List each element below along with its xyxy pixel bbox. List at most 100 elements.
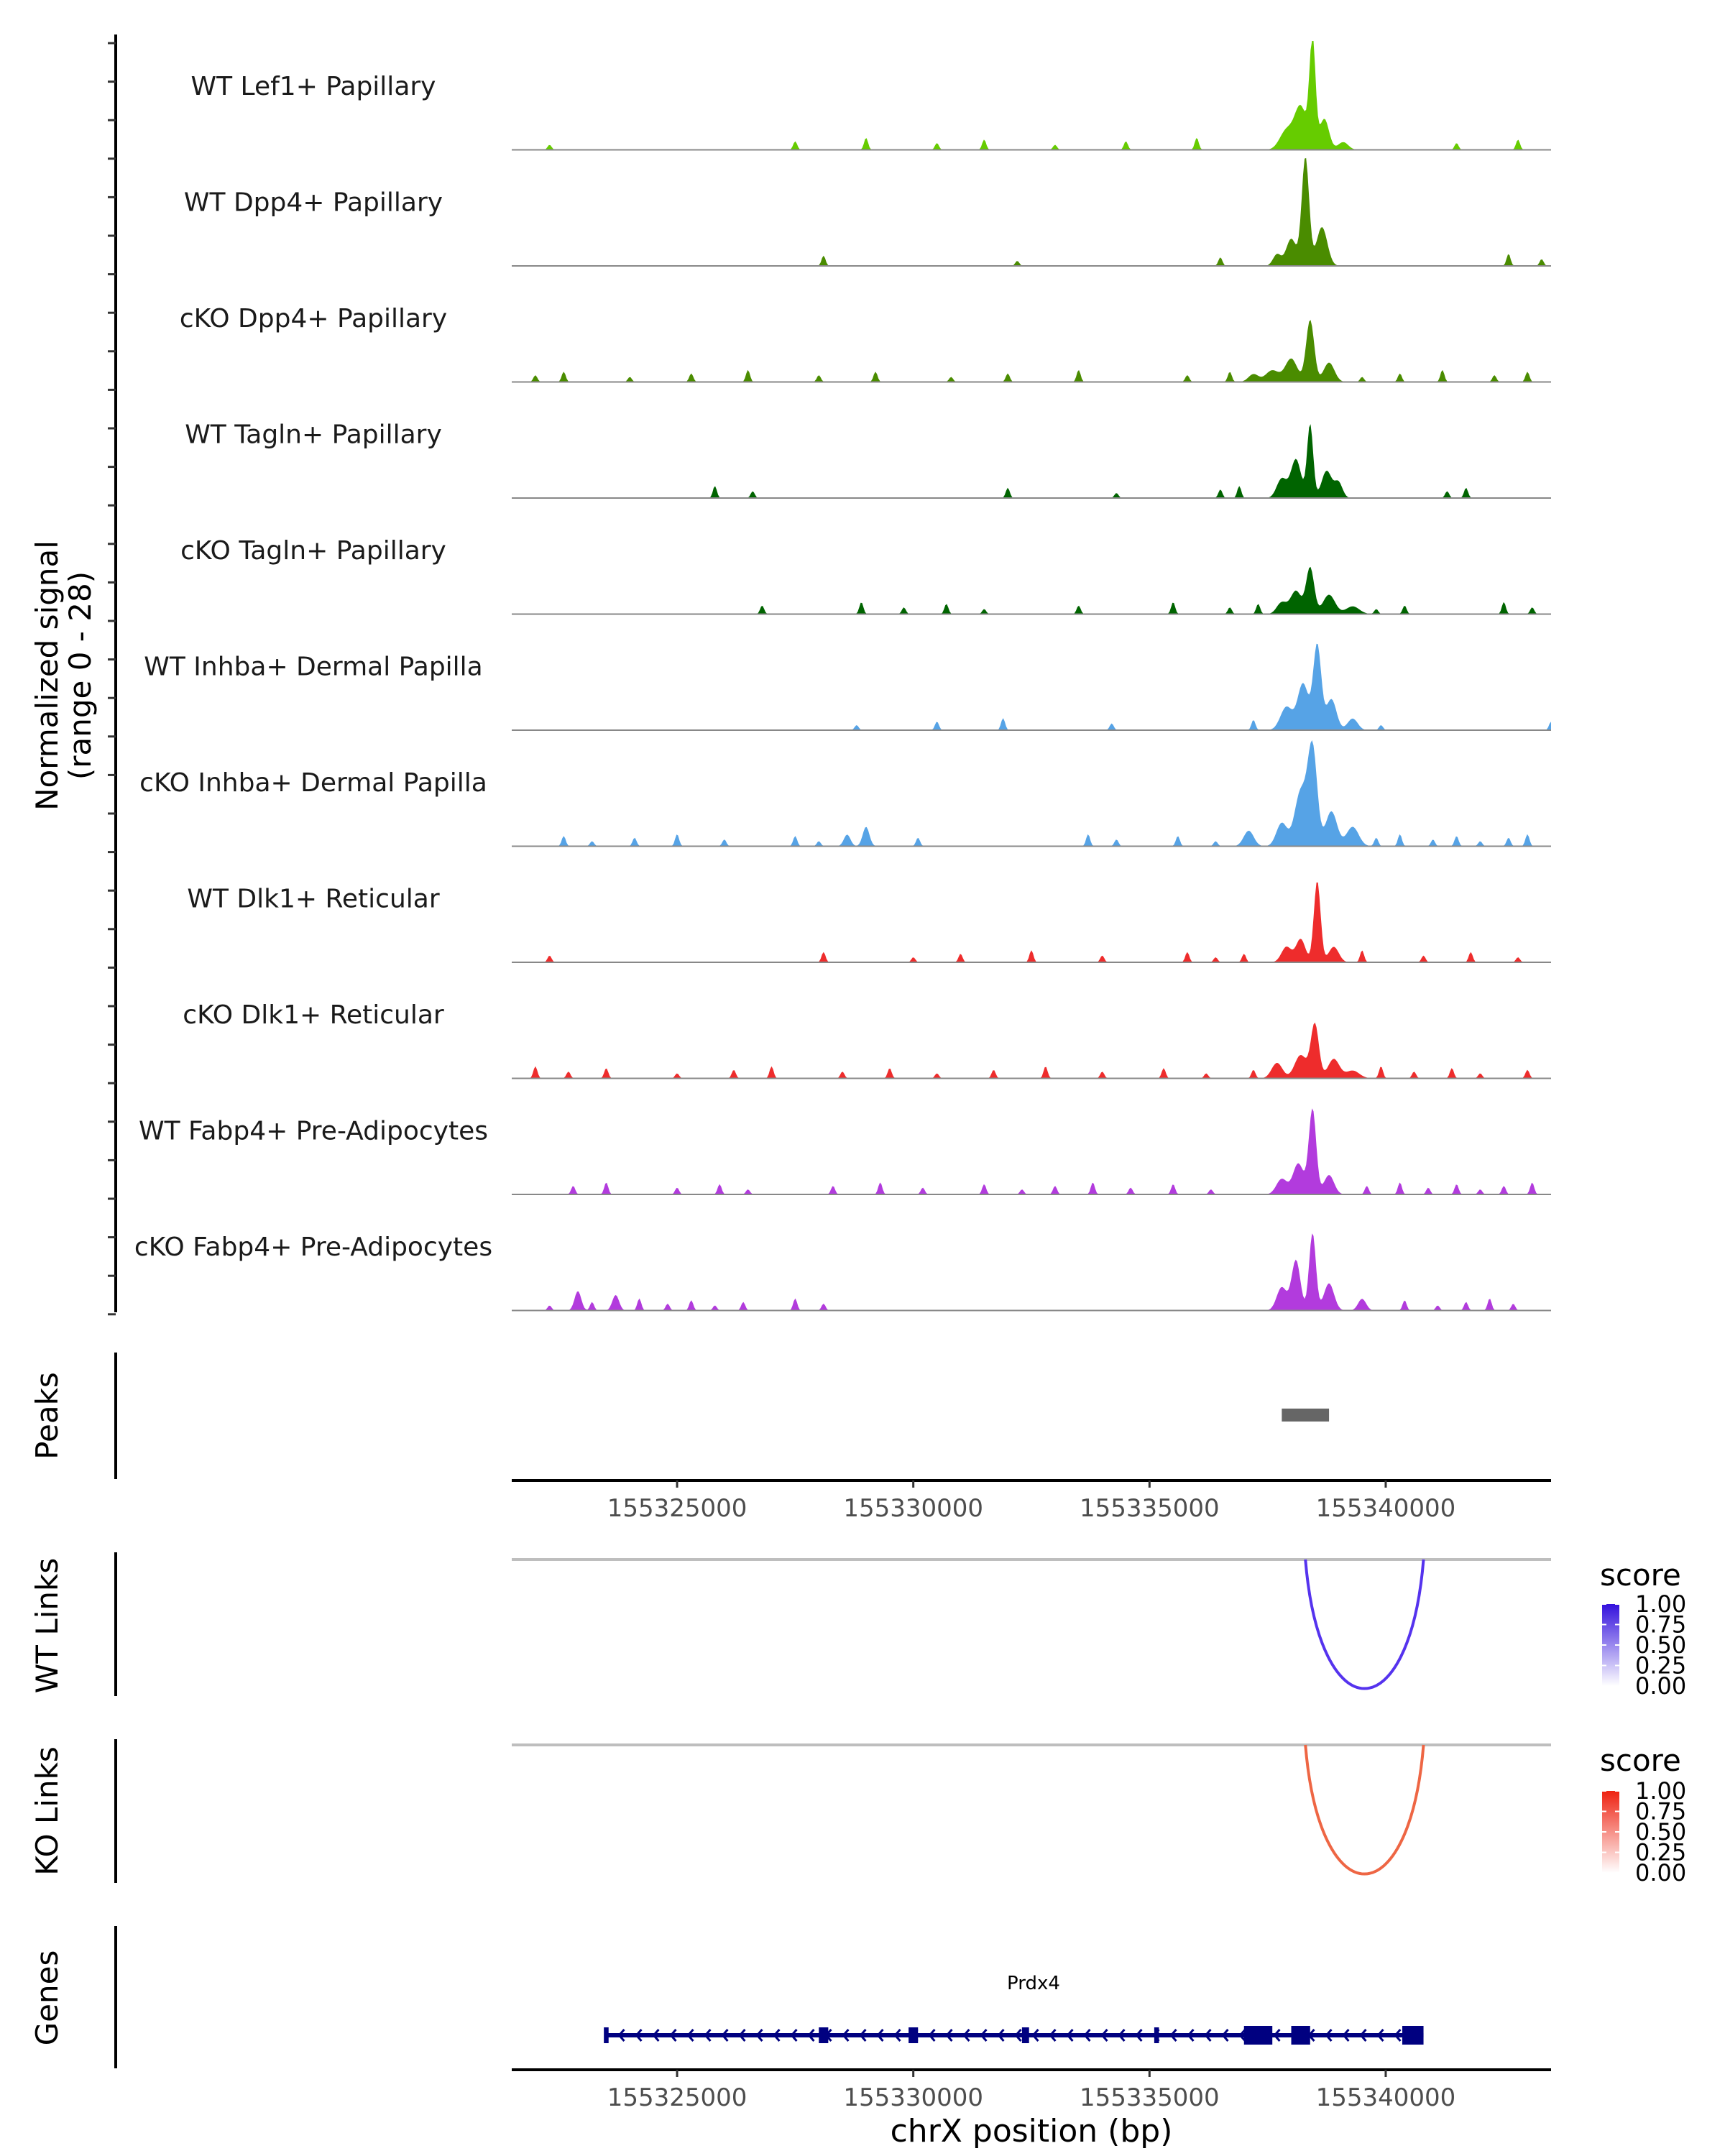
wt-score-legend: score 1.000.750.500.250.00 [1600,1557,1686,1700]
strand-arrow [652,2029,660,2042]
signal-area [512,320,1551,382]
track-7: cKO Inhba+ Dermal Papilla [139,740,1551,847]
x-tick-label: 155335000 [1080,2083,1220,2112]
strand-arrow [980,2029,988,2042]
signal-area [512,740,1551,847]
track-label: WT Fabp4+ Pre-Adipocytes [139,1117,488,1146]
track-label: WT Tagln+ Papillary [185,420,442,450]
track-1: WT Lef1+ Papillary [191,41,1551,151]
strand-arrow [928,2029,936,2042]
ko-legend-title: score [1600,1743,1681,1778]
peaks-label: Peaks [29,1372,65,1460]
gene-exon [819,2027,829,2043]
track-label: cKO Fabp4+ Pre-Adipocytes [134,1233,492,1262]
signal-area [512,157,1551,266]
track-11: cKO Fabp4+ Pre-Adipocytes [134,1233,1551,1312]
track-2: WT Dpp4+ Papillary [184,157,1551,267]
signal-area [512,1022,1551,1079]
strand-arrow [686,2029,694,2042]
strand-arrow [721,2029,729,2042]
x-tick-label: 155325000 [607,2083,748,2112]
gene-exon [908,2027,919,2043]
strand-arrow [1359,2029,1367,2042]
signal-area [512,566,1551,614]
wt-links-arcs [1304,1559,1425,1690]
signal-area [512,643,1551,730]
gene-name-label: Prdx4 [1007,1973,1060,1994]
strand-arrow [1066,2029,1074,2042]
strand-arrow [1273,2029,1281,2042]
strand-arrow [669,2029,677,2042]
genes-panel: Genes Prdx4 155325000 155330000 155335000 1… [29,1926,1551,2150]
strand-arrow [1376,2029,1384,2042]
x-tick-label: 155335000 [1080,1494,1220,1523]
link-arc [1304,1744,1425,1876]
wt-links-panel: WT Links score 1.000.750.500.250.00 [29,1552,1686,1700]
wt-legend-ticks: 1.000.750.500.250.00 [1602,1590,1686,1700]
gene-exon [1021,2027,1029,2043]
strand-arrow [790,2029,798,2042]
strand-arrow [893,2029,901,2042]
strand-arrow [1204,2029,1212,2042]
strand-arrow [1238,2029,1246,2042]
wt-legend-title: score [1600,1557,1681,1593]
gene-exon [1154,2027,1159,2043]
strand-arrow [1100,2029,1108,2042]
track-label: WT Inhba+ Dermal Papilla [144,653,482,682]
peak-region [1282,1409,1330,1422]
track-label: cKO Dpp4+ Papillary [180,304,447,333]
gene-models: Prdx4 [604,1973,1424,2045]
legend-tick-label: 1.00 [1635,1777,1686,1805]
track-label: WT Lef1+ Papillary [191,72,436,101]
strand-arrow [945,2029,953,2042]
genes-label: Genes [29,1950,65,2046]
coverage-y-label: Normalized signal [29,540,65,811]
x-tick-label: 155325000 [607,1494,748,1523]
signal-area [512,424,1551,498]
strand-arrow [635,2029,643,2042]
strand-arrow [1342,2029,1350,2042]
track-4: WT Tagln+ Papillary [185,420,1551,499]
ko-legend-ticks: 1.000.750.500.250.00 [1602,1777,1686,1886]
strand-arrow [1135,2029,1143,2042]
x-tick-label: 155340000 [1316,1494,1456,1523]
strand-arrow [1221,2029,1229,2042]
signal-area [512,1233,1551,1311]
track-label: WT Dlk1+ Reticular [187,885,439,914]
x-axis-label: chrX position (bp) [891,2113,1173,2150]
legend-tick-label: 0.25 [1635,1652,1686,1680]
gene-exon [604,2027,609,2043]
ko-links-arcs [1304,1744,1425,1876]
x-tick-label: 155330000 [843,1494,983,1523]
ko-score-legend: score 1.000.750.500.250.00 [1600,1743,1686,1886]
legend-tick-label: 0.75 [1635,1611,1686,1639]
x-tick-label: 155330000 [843,2083,983,2112]
track-3: cKO Dpp4+ Papillary [180,304,1551,383]
signal-area [512,1108,1551,1194]
strand-arrow [807,2029,815,2042]
track-label: cKO Inhba+ Dermal Papilla [139,768,487,798]
strand-arrow [738,2029,746,2042]
legend-tick-label: 0.75 [1635,1798,1686,1825]
coverage-tracks: WT Lef1+ Papillary WT Dpp4+ Papillary cKO … [134,41,1551,1312]
strand-arrow [1187,2029,1195,2042]
track-label: WT Dpp4+ Papillary [184,188,443,218]
strand-arrow [997,2029,1005,2042]
coverage-panel: WT Lef1+ Papillary WT Dpp4+ Papillary cKO … [29,34,1551,1316]
legend-tick-label: 1.00 [1635,1590,1686,1618]
coverage-y-range: (range 0 - 28) [63,571,98,780]
track-label: cKO Dlk1+ Reticular [183,1000,444,1030]
legend-tick-label: 0.25 [1635,1839,1686,1866]
strand-arrow [876,2029,884,2042]
strand-arrow [859,2029,867,2042]
strand-arrow [755,2029,763,2042]
legend-tick-label: 0.00 [1635,1859,1686,1886]
strand-arrow [842,2029,850,2042]
strand-arrow [1049,2029,1057,2042]
legend-tick-label: 0.50 [1635,1631,1686,1659]
strand-arrow [617,2029,625,2042]
strand-arrow [962,2029,970,2042]
ko-links-panel: KO Links score 1.000.750.500.250.00 [29,1739,1686,1886]
track-10: WT Fabp4+ Pre-Adipocytes [139,1108,1551,1195]
gene-exon [1291,2026,1310,2045]
